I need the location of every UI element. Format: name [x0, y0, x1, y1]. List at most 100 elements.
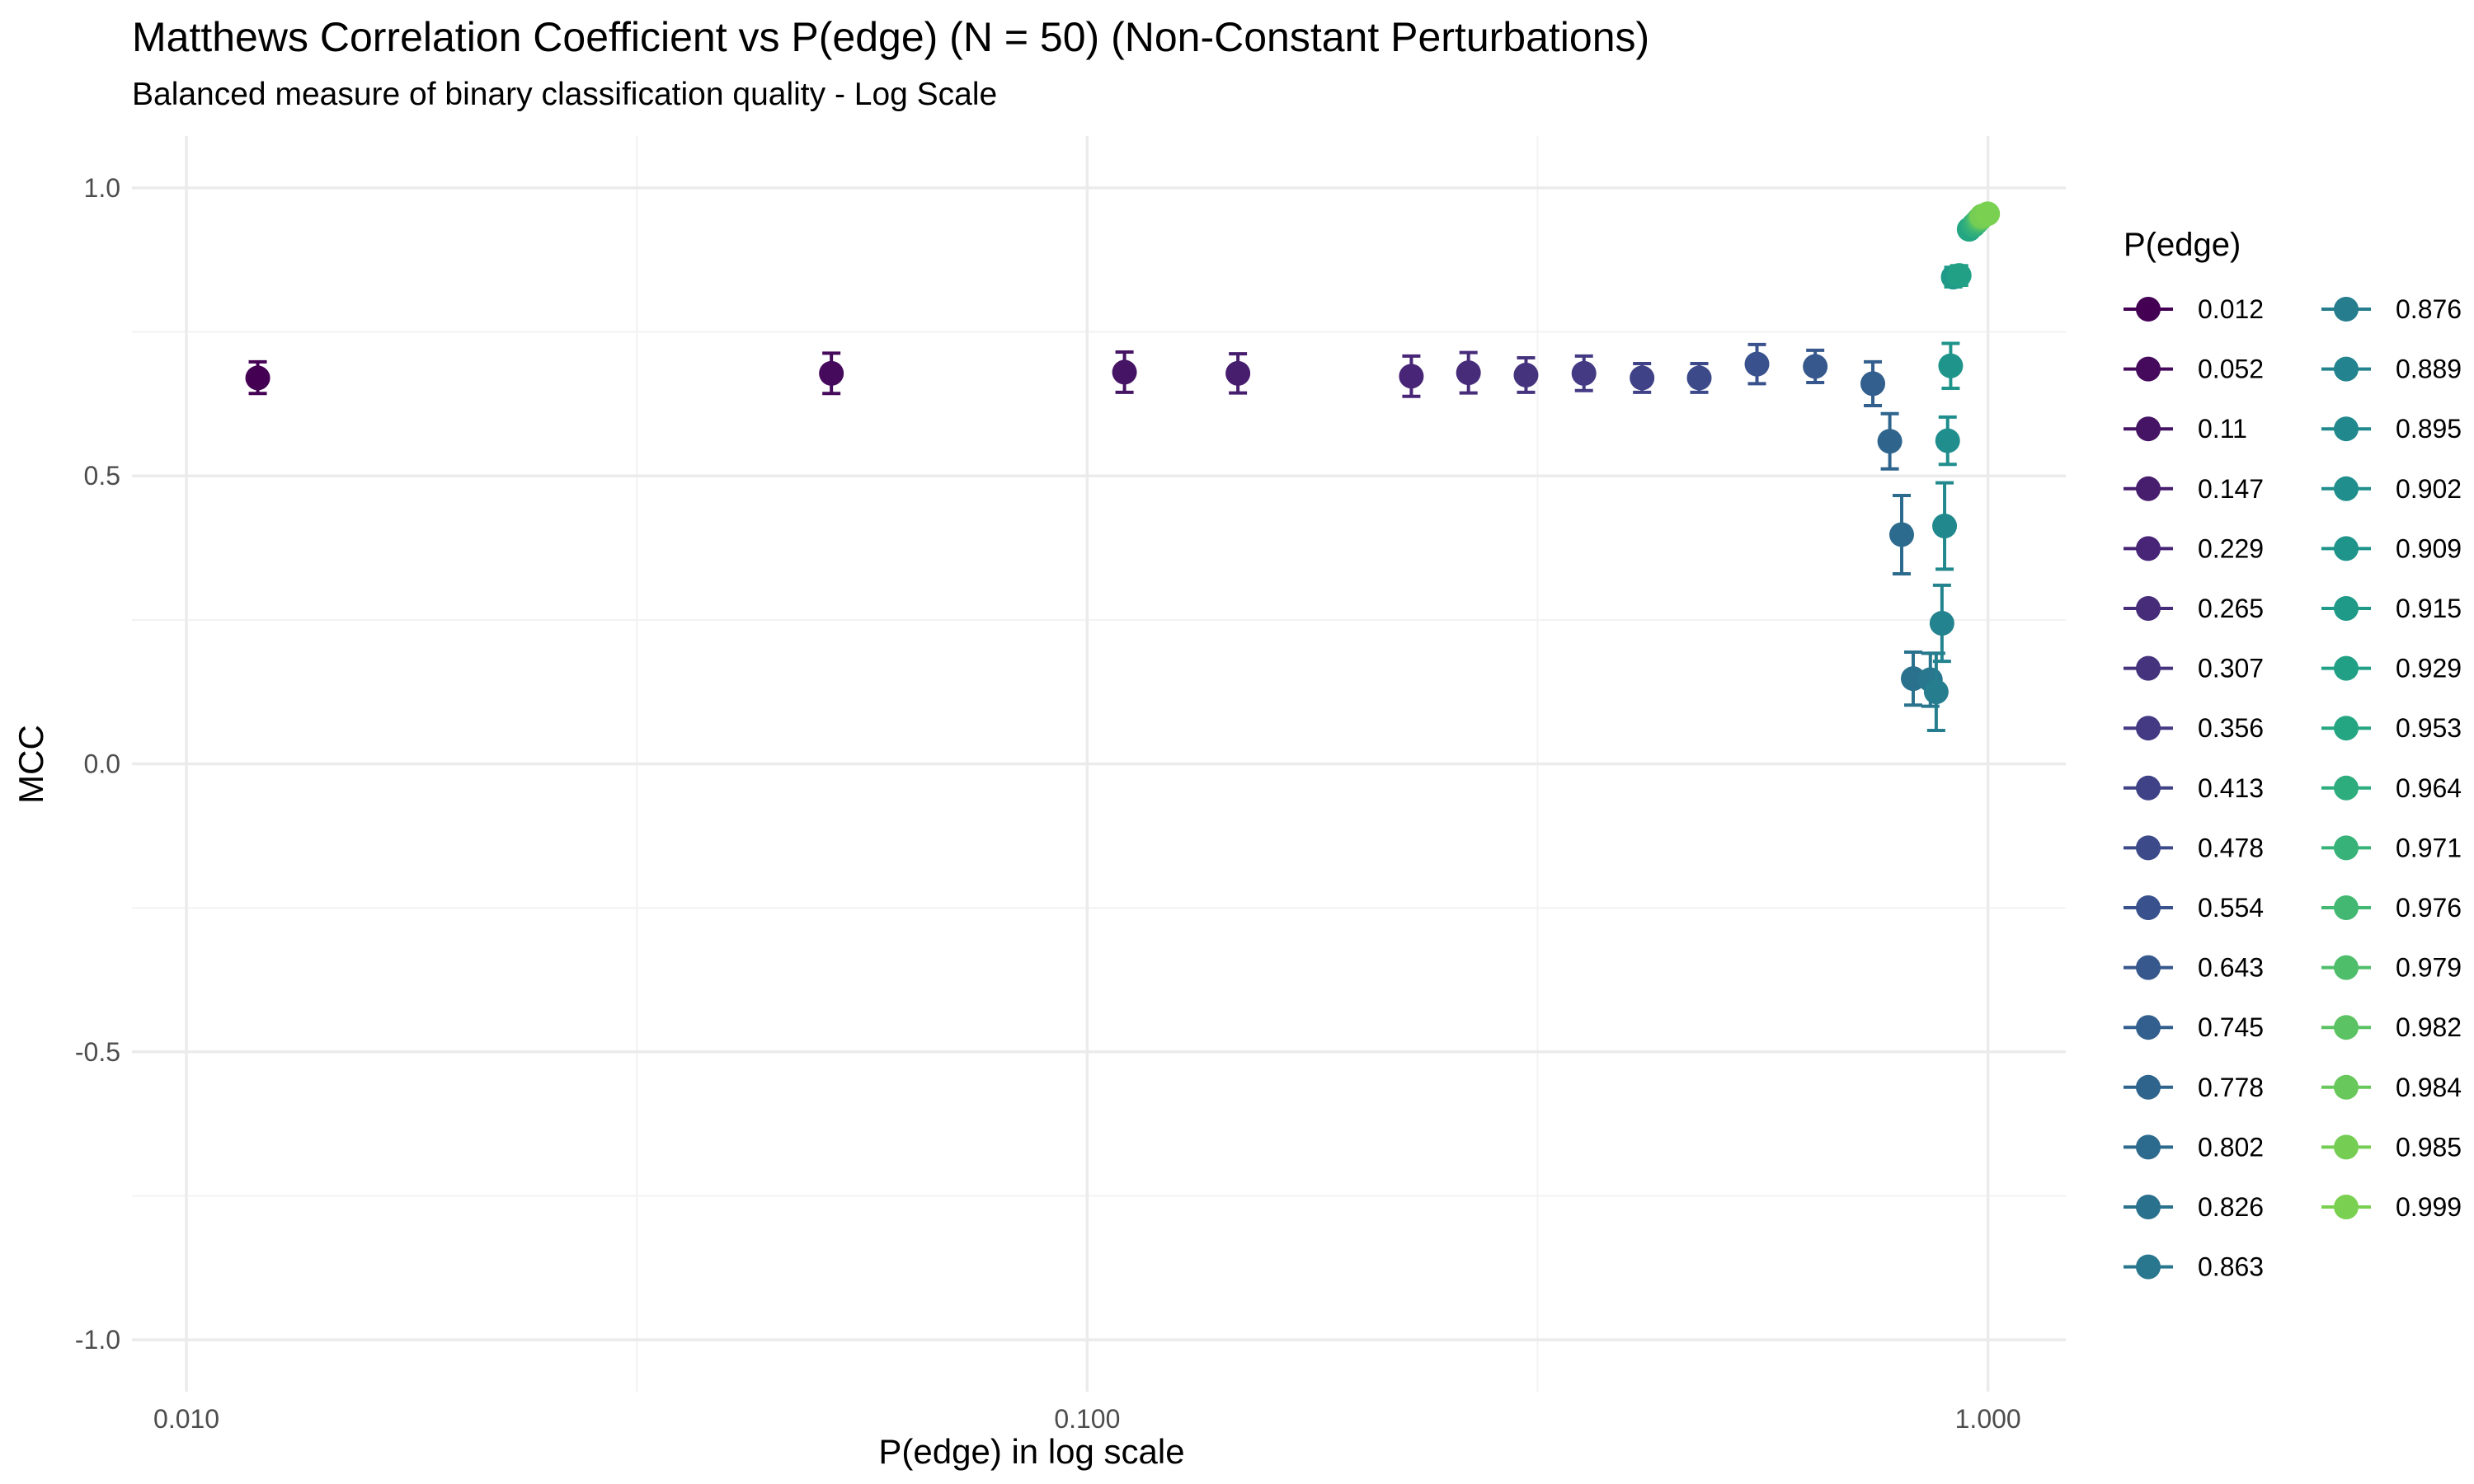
data-point-group	[1932, 481, 1958, 571]
y-axis-title: MCC	[12, 725, 50, 804]
grid	[132, 136, 2066, 1392]
legend-key-point	[2136, 416, 2161, 442]
legend-key-point	[2334, 655, 2359, 681]
legend-key-point	[2334, 955, 2359, 980]
data-point-group	[1225, 352, 1251, 395]
data-point-group	[1935, 415, 1960, 467]
legend-title: P(edge)	[2124, 227, 2241, 263]
legend-label: 0.265	[2198, 594, 2264, 623]
legend-key-point	[2334, 1074, 2359, 1100]
legend-item: 0.915	[2321, 594, 2462, 623]
legend-label: 0.11	[2198, 414, 2247, 444]
data-point-group	[245, 359, 270, 396]
data-point-group	[1456, 350, 1481, 395]
data-point	[1686, 365, 1712, 391]
data-point-group	[1686, 361, 1712, 394]
legend-label: 0.876	[2396, 294, 2462, 324]
legend-label: 0.802	[2198, 1132, 2264, 1162]
legend-key-point	[2334, 536, 2359, 561]
legend-key-point	[2136, 775, 2161, 801]
legend-key-point	[2136, 1074, 2161, 1100]
data-point-group	[1975, 201, 2001, 227]
legend-key-point	[2334, 596, 2359, 621]
data-point	[1932, 513, 1958, 538]
legend-item: 0.012	[2124, 294, 2264, 324]
legend-item: 0.265	[2124, 594, 2264, 623]
legend-item: 0.895	[2321, 414, 2462, 444]
legend-item: 0.307	[2124, 654, 2264, 683]
legend-item: 0.643	[2124, 953, 2264, 983]
legend-item: 0.902	[2321, 474, 2462, 504]
legend-item: 0.889	[2321, 355, 2462, 384]
legend-key-point	[2136, 655, 2161, 681]
legend-item: 0.554	[2124, 893, 2264, 923]
data-point	[1225, 360, 1251, 386]
legend-label: 0.902	[2396, 474, 2462, 504]
data-point-group	[1929, 583, 1954, 664]
data-point	[1630, 365, 1655, 391]
legend-item: 0.909	[2321, 533, 2462, 563]
data-point	[1513, 362, 1539, 387]
legend-key-point	[2136, 356, 2161, 382]
legend-item: 0.11	[2124, 414, 2247, 444]
legend-label: 0.889	[2396, 355, 2462, 384]
data-point-group	[1877, 411, 1903, 471]
legend-label: 0.863	[2198, 1252, 2264, 1282]
data-point-group	[1923, 651, 1949, 732]
legend-key-point	[2136, 476, 2161, 501]
data-point	[819, 360, 844, 386]
data-point	[1946, 263, 1972, 289]
legend-key-point	[2136, 1015, 2161, 1040]
data-point-group	[1630, 361, 1655, 394]
legend-key-point	[2136, 596, 2161, 621]
legend-item: 0.929	[2321, 654, 2462, 683]
legend-label: 0.778	[2198, 1073, 2264, 1102]
data-point	[1975, 201, 2001, 227]
legend-key-point	[2136, 716, 2161, 741]
legend-label: 0.976	[2396, 893, 2462, 923]
chart-subtitle: Balanced measure of binary classificatio…	[132, 77, 997, 112]
data-point-group	[1513, 355, 1539, 394]
legend-item: 0.413	[2124, 773, 2264, 803]
legend-item: 0.979	[2321, 953, 2462, 983]
data-point	[1888, 522, 1914, 547]
data-point-group	[1888, 493, 1914, 575]
legend-item: 0.876	[2321, 294, 2462, 324]
data-point-group	[819, 351, 844, 396]
y-tick-label: -0.5	[75, 1037, 120, 1067]
data-point-group	[1744, 342, 1770, 386]
data-point-group	[1112, 350, 1137, 394]
legend-item: 0.982	[2321, 1012, 2462, 1042]
legend-key-point	[2334, 297, 2359, 322]
legend-key-point	[2136, 297, 2161, 322]
legend-item: 0.826	[2124, 1192, 2264, 1222]
legend-key-point	[2334, 1195, 2359, 1219]
legend-key-point	[2334, 775, 2359, 801]
legend-label: 0.413	[2198, 773, 2264, 803]
legend-key-point	[2334, 1015, 2359, 1040]
legend-label: 0.554	[2198, 893, 2264, 923]
legend-item: 0.985	[2321, 1132, 2462, 1162]
legend-label: 0.971	[2396, 833, 2462, 862]
legend-item: 0.478	[2124, 833, 2264, 862]
axis-ticks: -1.0 -0.5 0.0 0.5 1.0 0.010 0.100 1.000	[75, 173, 2021, 1434]
data-point-group	[1946, 263, 1972, 289]
legend-label: 0.826	[2198, 1192, 2264, 1222]
x-tick-label: 0.100	[1054, 1404, 1120, 1434]
legend-key-point	[2136, 536, 2161, 561]
legend-key-point	[2334, 1134, 2359, 1160]
legend-label: 0.478	[2198, 833, 2264, 862]
y-tick-label: 0.0	[84, 749, 120, 779]
data-points	[245, 201, 2001, 732]
legend-key-point	[2334, 895, 2359, 920]
legend-item: 0.976	[2321, 893, 2462, 923]
legend-key-point	[2334, 476, 2359, 501]
data-point	[1938, 353, 1964, 378]
legend-item: 0.964	[2321, 773, 2462, 803]
chart-title: Matthews Correlation Coefficient vs P(ed…	[132, 14, 1649, 60]
legend-key-point	[2334, 716, 2359, 741]
data-point	[1929, 611, 1954, 636]
legend-key-point	[2334, 416, 2359, 442]
legend-item: 0.984	[2321, 1073, 2462, 1102]
